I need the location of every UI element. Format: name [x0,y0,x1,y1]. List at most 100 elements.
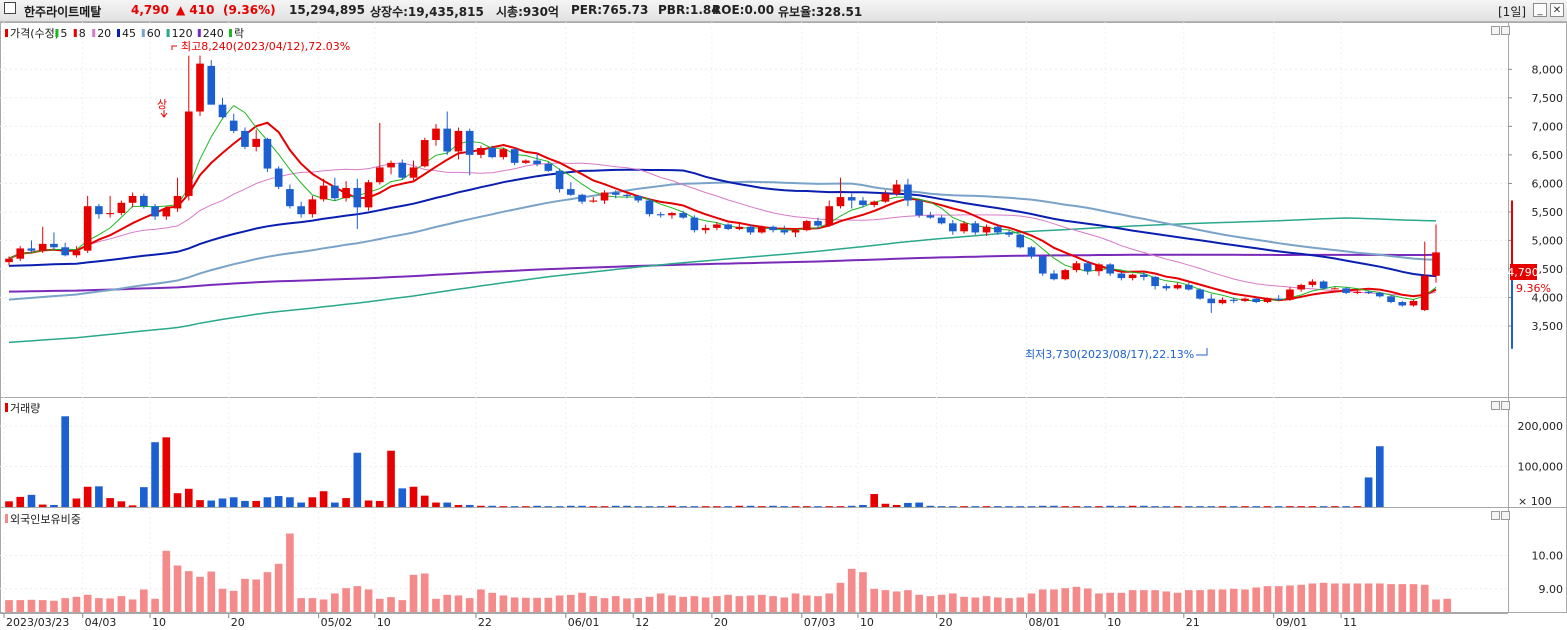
foreign-bar [252,579,261,612]
foreign-bar [387,597,395,612]
foreign-bar [274,563,283,612]
candle-body [1342,288,1350,293]
price-pane-minimize-button[interactable] [1491,26,1500,35]
date-label: 12 [635,616,649,629]
candle-body [1050,273,1058,280]
foreign-bar [780,597,789,612]
foreign-bar [690,596,699,612]
foreign-bar [892,591,901,612]
window-icon[interactable] [4,2,16,14]
candle-body [1387,296,1395,303]
foreign-bar [1117,592,1126,612]
volume-bar [1050,505,1058,507]
foreign-bar [50,600,58,612]
volume-bar [971,506,980,508]
volume-bar [1308,506,1317,508]
volume-bar [1128,505,1137,507]
volume-bar [555,506,564,508]
foreign-bar [859,572,867,612]
foreign-pane-close-button[interactable] [1501,511,1510,520]
candle-body [1128,274,1137,279]
volume-bar [218,498,227,507]
candle-body [870,201,879,206]
candle-body [623,194,631,196]
stock-name[interactable]: 한주라이트메탈 [24,5,102,19]
foreign-bar [151,598,159,612]
volume-bar [960,506,968,508]
close-button[interactable]: ✕ [1550,3,1564,17]
candle-body [578,194,586,202]
foreign-bar [1229,588,1238,612]
date-label: 10 [377,616,391,629]
foreign-bar [16,600,25,612]
date-label: 10 [1107,616,1121,629]
foreign-bar [477,589,485,612]
price-pane-close-button[interactable] [1501,26,1510,35]
candle-body [949,223,957,232]
candle-body [229,120,238,131]
legend-swatch [5,29,8,37]
volume-bar [611,505,620,507]
candle-body [1196,289,1204,299]
foreign-bar [746,595,755,612]
candle-body [1207,298,1216,304]
foreign-bar [72,596,81,612]
volume-bar [16,496,25,507]
volume-pane-minimize-button[interactable] [1491,401,1500,410]
volume-bar [173,493,182,507]
candle-body [499,149,508,158]
volume-pane-close-button[interactable] [1501,401,1510,410]
candle-body [207,65,216,105]
price-tick-label: 5,500 [1532,206,1564,219]
candle-body [398,162,407,178]
legend-swatch [55,29,59,37]
volume-bar [252,500,261,507]
foreign-tick-label: 10.00 [1532,550,1564,563]
volume-bar [1375,446,1384,507]
foreign-bar [791,593,800,612]
legend-label: 60 [147,27,161,40]
volume-bar [5,501,13,507]
candle-body [780,230,789,233]
date-label: 11 [1343,616,1357,629]
candle-body [589,200,598,202]
volume-bar [1072,506,1081,508]
minimize-button[interactable]: _ [1533,3,1547,17]
volume-legend-swatch [5,403,8,412]
candle-body [701,227,710,231]
legend-label: 20 [97,27,111,40]
volume-bar [1196,506,1204,508]
price-legend: 가격(수정) 5 8 20 45 60 120 240 락 [5,27,244,40]
foreign-bar [679,596,687,612]
foreign-bar [488,592,496,612]
candle-body [814,221,822,226]
foreign-bar [1027,593,1036,612]
candle-body [1420,275,1429,311]
volume-bars [5,416,1384,508]
candle-body [971,223,980,233]
volume-bar [892,504,901,507]
foreign-bar [825,593,834,612]
listed-shares: 상장수:19,435,815 [370,5,484,19]
volume-bar [859,504,867,507]
candle-body [758,226,766,233]
volume-bar [286,497,294,507]
volume-bar [128,505,137,507]
foreign-bar [499,595,508,612]
foreign-bar [510,597,519,612]
period-selector[interactable]: [1일] [1498,5,1527,19]
roe-value: ROE:0.00 [712,3,775,17]
volume-bar [1353,506,1362,508]
foreign-bar [982,596,991,612]
candle-body [1331,288,1339,290]
volume-bar [1342,506,1350,508]
volume-bar [353,452,362,507]
price-tick-label: 7,500 [1532,92,1564,105]
foreign-pane-minimize-button[interactable] [1491,511,1500,520]
volume-bar [1364,477,1373,507]
candle-body [364,182,373,208]
volume-bar [578,505,586,507]
price-tick-label: 6,000 [1532,177,1564,190]
volume-bar [1016,506,1025,508]
